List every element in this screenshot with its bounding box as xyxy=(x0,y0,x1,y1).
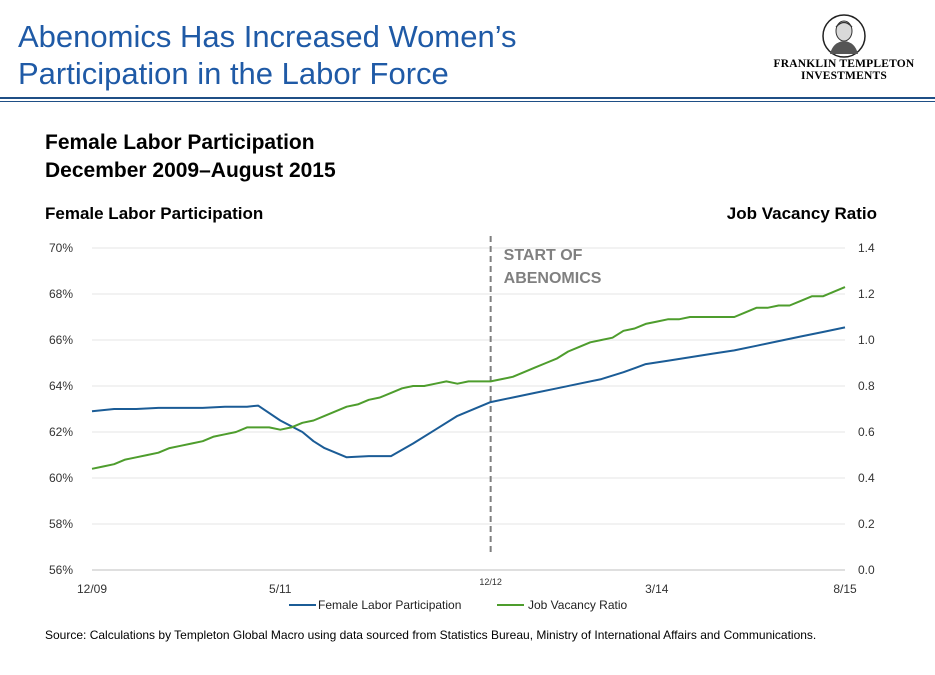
right-tick-label: 0.0 xyxy=(858,563,875,577)
right-tick-label: 1.2 xyxy=(858,287,875,301)
header-rule-thin xyxy=(0,101,935,102)
left-tick-label: 66% xyxy=(49,333,73,347)
left-tick-label: 58% xyxy=(49,517,73,531)
logo-text: FRANKLIN TEMPLETON INVESTMENTS xyxy=(770,58,918,82)
gridlines xyxy=(92,247,845,571)
left-axis-title: Female Labor Participation xyxy=(45,204,264,223)
left-tick-label: 62% xyxy=(49,425,73,439)
legend-label-female-participation: Female Labor Participation xyxy=(318,598,461,612)
right-tick-label: 0.6 xyxy=(858,425,875,439)
slide-title-line-2: Participation in the Labor Force xyxy=(18,56,449,91)
left-tick-label: 64% xyxy=(49,379,73,393)
right-axis-ticks: 0.0 0.2 0.4 0.6 0.8 1.0 1.2 1.4 xyxy=(858,241,875,577)
right-tick-label: 0.4 xyxy=(858,471,875,485)
series-female-participation xyxy=(91,326,846,459)
left-tick-label: 70% xyxy=(49,241,73,255)
line-chart: 56% 58% 60% 62% 64% 66% 68% 70% 0.0 0.2 0.4 0.6 0.8… xyxy=(49,236,875,612)
right-axis-title: Job Vacancy Ratio xyxy=(726,204,877,223)
left-tick-label: 68% xyxy=(49,287,73,301)
x-tick-label: 12/12 xyxy=(479,577,502,587)
x-tick-label: 12/09 xyxy=(77,582,107,596)
left-axis-ticks: 56% 58% 60% 62% 64% 66% 68% 70% xyxy=(49,241,73,577)
x-axis-ticks: 12/09 5/11 12/12 3/14 8/15 xyxy=(77,577,857,596)
chart-subtitle: December 2009–August 2015 xyxy=(45,159,336,182)
left-tick-label: 60% xyxy=(49,471,73,485)
source-note: Source: Calculations by Templeton Global… xyxy=(45,628,817,642)
right-tick-label: 1.0 xyxy=(858,333,875,347)
annotation-line-2: ABENOMICS xyxy=(504,270,602,287)
slide-title-line-1: Abenomics Has Increased Women’s xyxy=(18,19,517,54)
right-tick-label: 0.8 xyxy=(858,379,875,393)
logo-line-1: FRANKLIN TEMPLETON xyxy=(773,58,915,70)
series-job-vacancy xyxy=(91,286,846,470)
left-tick-label: 56% xyxy=(49,563,73,577)
series-lines xyxy=(91,286,846,470)
header-rule xyxy=(0,97,935,99)
chart-title: Female Labor Participation December 2009… xyxy=(45,129,336,185)
abenomics-annotation: START OF ABENOMICS xyxy=(489,236,602,556)
chart-title-line-1: Female Labor Participation xyxy=(45,131,315,154)
right-tick-label: 1.4 xyxy=(858,241,875,255)
logo-line-2: INVESTMENTS xyxy=(801,70,887,82)
slide-title: Abenomics Has Increased Women’s Particip… xyxy=(18,18,698,92)
franklin-templeton-logo: FRANKLIN TEMPLETON INVESTMENTS xyxy=(770,14,918,86)
legend: Female Labor Participation Job Vacancy R… xyxy=(289,598,627,612)
x-tick-label: 8/15 xyxy=(833,582,857,596)
x-tick-label: 5/11 xyxy=(269,582,292,596)
annotation-line-1: START OF xyxy=(504,247,583,264)
legend-label-job-vacancy: Job Vacancy Ratio xyxy=(528,598,627,612)
portrait-icon xyxy=(822,14,866,58)
x-tick-label: 3/14 xyxy=(645,582,669,596)
right-tick-label: 0.2 xyxy=(858,517,875,531)
